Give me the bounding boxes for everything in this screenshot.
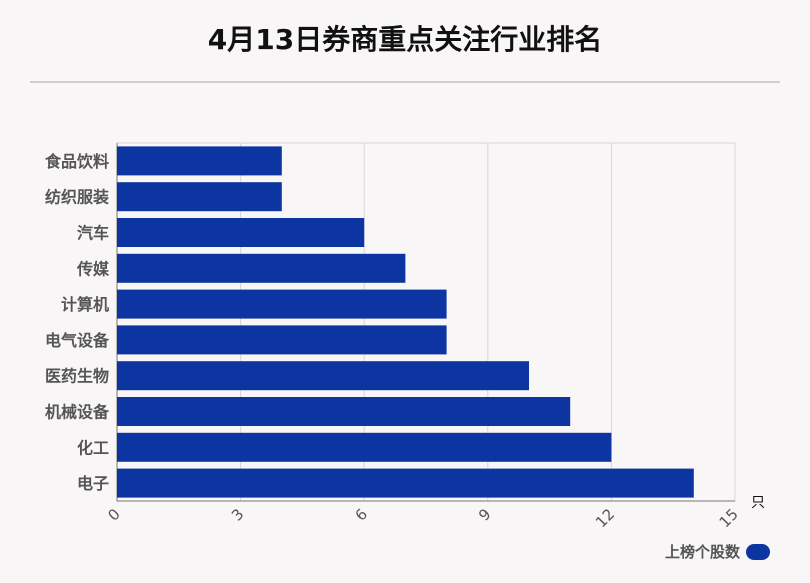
title-divider [30, 81, 780, 83]
bar [117, 289, 447, 319]
legend-label: 上榜个股数 [664, 543, 740, 561]
category-label: 传媒 [76, 259, 110, 278]
x-tick-label: 15 [716, 505, 742, 531]
category-label: 化工 [77, 438, 109, 457]
category-label: 电子 [77, 474, 109, 493]
legend-swatch [746, 543, 770, 560]
x-tick-label: 12 [592, 505, 618, 531]
category-label: 纺织服装 [45, 188, 109, 207]
bar [117, 182, 282, 212]
bar [117, 253, 406, 283]
category-label: 食品饮料 [44, 152, 109, 171]
x-unit-label: 只 [751, 495, 765, 511]
category-label: 汽车 [77, 224, 109, 243]
bar [117, 218, 365, 247]
category-label: 机械设备 [45, 403, 110, 422]
legend[interactable]: 上榜个股数 [665, 541, 770, 562]
bar [117, 361, 529, 391]
category-label: 医药生物 [45, 367, 109, 386]
x-tick-label: 6 [352, 505, 371, 524]
chart-title: 4月13日券商重点关注行业排名 [207, 23, 603, 56]
bar [117, 432, 612, 462]
x-tick-label: 9 [475, 505, 494, 524]
bar [117, 468, 694, 498]
category-label: 计算机 [61, 295, 109, 314]
category-label: 电气设备 [45, 331, 110, 350]
bar [117, 397, 571, 426]
x-tick-label: 0 [104, 505, 123, 524]
bar [117, 146, 282, 176]
x-tick-label: 3 [228, 505, 247, 524]
bar [117, 325, 447, 355]
